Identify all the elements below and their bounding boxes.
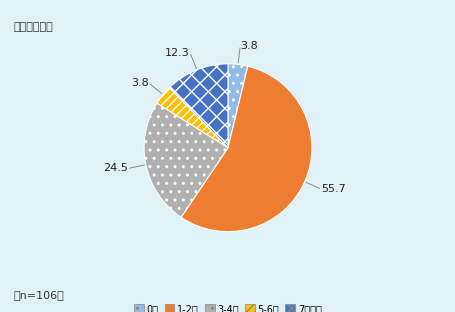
Legend: 0回, 1-2回, 3-4回, 5-6回, 7回以上: 0回, 1-2回, 3-4回, 5-6回, 7回以上 bbox=[134, 304, 321, 312]
Wedge shape bbox=[157, 88, 228, 148]
Wedge shape bbox=[228, 64, 247, 148]
Text: 3.8: 3.8 bbox=[131, 78, 148, 88]
Text: 3.8: 3.8 bbox=[240, 41, 258, 51]
Text: （n=106）: （n=106） bbox=[14, 290, 64, 300]
Wedge shape bbox=[181, 66, 311, 232]
Text: 12.3: 12.3 bbox=[165, 48, 190, 58]
Wedge shape bbox=[169, 64, 228, 148]
Text: （単位：％）: （単位：％） bbox=[14, 22, 53, 32]
Text: 24.5: 24.5 bbox=[103, 163, 127, 173]
Wedge shape bbox=[144, 103, 228, 217]
Text: 55.7: 55.7 bbox=[321, 184, 345, 194]
